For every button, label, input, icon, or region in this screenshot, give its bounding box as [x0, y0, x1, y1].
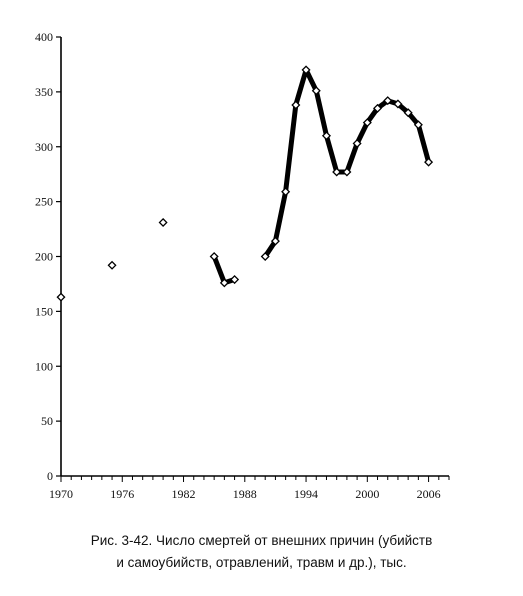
series-markers: [56, 65, 434, 302]
caption-line-1: Рис. 3-42. Число смертей от внешних прич…: [90, 533, 433, 548]
data-point-marker: [373, 103, 383, 113]
y-tick-label: 150: [35, 304, 53, 318]
y-tick-label: 100: [35, 359, 53, 373]
data-point-marker: [270, 236, 280, 246]
figure-caption: Рис. 3-42. Число смертей от внешних прич…: [0, 530, 523, 574]
data-point-marker: [56, 292, 66, 302]
data-point-marker: [209, 251, 219, 262]
data-point-marker: [352, 138, 362, 148]
x-tick-label: 2000: [355, 487, 379, 501]
data-point-marker: [311, 86, 321, 96]
data-point-marker: [291, 100, 301, 110]
y-tick-label: 200: [35, 250, 53, 264]
x-tick-label: 1988: [233, 487, 257, 501]
data-point-marker: [362, 118, 372, 128]
data-point-marker: [403, 108, 413, 118]
y-axis-ticks: 0 50 100 150 200 250 300 350 400: [35, 30, 61, 483]
data-point-marker: [342, 167, 352, 177]
data-point-marker: [230, 275, 240, 285]
chart: 0 50 100 150 200 250 300 350 400 1970 1976 1982 198…: [35, 30, 450, 501]
data-point-marker: [219, 278, 229, 288]
caption-line-2: и самоубийств, отравлений, травм и др.),…: [116, 555, 407, 570]
data-point-marker: [158, 217, 168, 227]
series-line-3: [262, 67, 432, 259]
data-point-marker: [107, 260, 117, 270]
data-point-marker: [281, 187, 291, 197]
y-tick-label: 0: [47, 469, 53, 483]
data-point-marker: [260, 251, 270, 262]
y-tick-label: 250: [35, 195, 53, 209]
data-point-marker: [413, 120, 423, 130]
x-tick-label: 1970: [49, 487, 73, 501]
data-point-marker: [301, 65, 311, 75]
data-point-marker: [332, 167, 342, 177]
x-tick-label: 1976: [110, 487, 134, 501]
data-point-marker: [383, 96, 393, 106]
y-tick-label: 350: [35, 85, 53, 99]
data-point-marker: [321, 131, 331, 141]
data-point-marker: [424, 157, 434, 167]
y-tick-label: 50: [41, 414, 53, 428]
x-axis-ticks: 1970 1976 1982 1988 1994 2000 2006: [49, 476, 450, 501]
y-tick-label: 400: [35, 30, 53, 44]
y-tick-label: 300: [35, 140, 53, 154]
x-tick-label: 2006: [417, 487, 441, 501]
x-tick-label: 1994: [294, 487, 318, 501]
data-point-marker: [393, 99, 403, 109]
chart-svg: 0 50 100 150 200 250 300 350 400 1970 1976 1982 198…: [35, 30, 450, 501]
x-tick-label: 1982: [172, 487, 196, 501]
